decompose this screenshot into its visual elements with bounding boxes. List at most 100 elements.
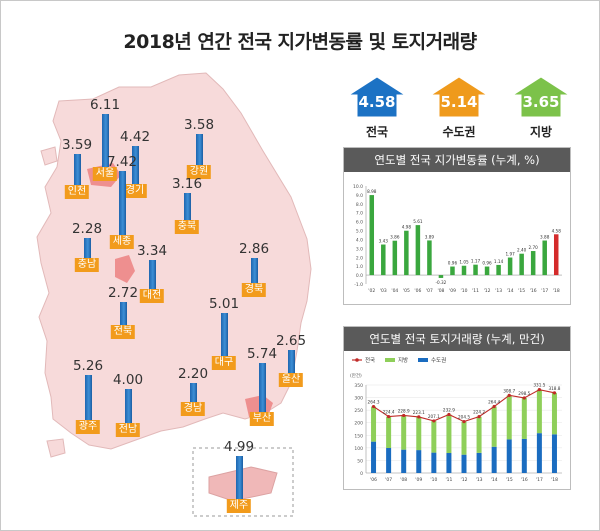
region-label-전북: 전북	[110, 325, 136, 339]
jeju-island	[208, 466, 278, 502]
region-bar-대전	[149, 260, 156, 289]
y-tick-label: 7.0	[356, 211, 363, 217]
summary-value: 5.14	[440, 93, 478, 111]
region-value-서울: 6.11	[89, 97, 121, 113]
korea-map	[36, 72, 312, 517]
price-bar-label: 3.88	[540, 235, 550, 240]
price-bar-label: 8.98	[367, 189, 377, 194]
region-bar-충남	[84, 238, 91, 258]
region-label-부산: 부산	[249, 412, 275, 426]
region-bar-경기	[132, 146, 139, 184]
price-bar-label: 4.98	[402, 225, 412, 230]
y-tick-label: 50	[357, 458, 363, 464]
summary-value: 4.58	[358, 93, 396, 111]
region-bar	[416, 416, 422, 451]
y-tick-label: 4.0	[356, 237, 363, 243]
region-bar	[446, 414, 452, 454]
legend-swatch	[385, 358, 395, 362]
legend-label: 지방	[398, 356, 408, 364]
region-label-인천: 인천	[64, 185, 90, 199]
total-point	[387, 414, 391, 419]
x-tick-label: '18	[551, 477, 558, 483]
total-point	[522, 396, 526, 400]
y-tick-label: 150	[354, 433, 363, 439]
summary-house-icon: 5.14	[429, 75, 489, 119]
x-tick-label: '18	[553, 288, 560, 294]
total-label: 318.8	[548, 386, 560, 391]
summary-house-icon: 3.65	[511, 75, 571, 119]
price-bar-label: 1.14	[494, 259, 504, 264]
capital-bar	[476, 452, 482, 473]
y-axis-label: (만건)	[350, 372, 362, 379]
price-bar	[438, 275, 444, 278]
summary-label: 전국	[365, 125, 389, 139]
x-tick-label: '08	[400, 477, 407, 483]
region-label-경북: 경북	[241, 283, 267, 297]
x-tick-label: '11	[445, 477, 452, 483]
region-label-광주: 광주	[75, 420, 101, 434]
capital-bar	[371, 441, 377, 473]
x-tick-label: '09	[415, 477, 422, 483]
capital-bar	[431, 452, 437, 473]
y-tick-label: 300	[354, 396, 363, 402]
region-label-서울: 서울	[92, 167, 118, 181]
total-label: 331.5	[533, 383, 545, 388]
price-bar	[381, 244, 386, 276]
total-label: 308.7	[503, 388, 515, 393]
region-value-강원: 3.58	[183, 117, 215, 133]
region-bar-전남	[125, 389, 132, 423]
price-bar	[484, 266, 490, 276]
x-tick-label: '08	[437, 288, 444, 294]
price-bar-label: 3.43	[379, 239, 389, 244]
price-bar-label: 2.70	[529, 245, 539, 250]
price-bar-label: 3.86	[390, 235, 400, 240]
price-bar-label: 3.89	[425, 234, 435, 239]
region-label-강원: 강원	[186, 165, 212, 179]
price-bar	[404, 230, 409, 276]
region-label-대전: 대전	[139, 289, 165, 303]
x-tick-label: '17	[536, 477, 543, 483]
total-point	[552, 391, 557, 395]
region-bar-경북	[251, 258, 258, 283]
legend-label: 수도권	[431, 356, 446, 364]
x-tick-label: '13	[495, 288, 502, 294]
region-value-경북: 2.86	[238, 241, 270, 257]
y-tick-label: 10.0	[353, 184, 363, 190]
summary-label: 지방	[529, 125, 553, 139]
price-bar	[496, 264, 501, 276]
region-bar	[551, 392, 557, 435]
price-bar	[473, 264, 478, 276]
y-tick-label: 6.0	[356, 220, 363, 226]
jeju-inset-box	[192, 447, 294, 517]
capital-bar	[416, 450, 422, 473]
region-bar-세종	[119, 171, 126, 235]
region-bar	[476, 416, 482, 453]
price-bar	[553, 234, 559, 276]
x-tick-label: '09	[449, 288, 456, 294]
y-tick-label: 0.0	[356, 273, 363, 279]
region-label-전남: 전남	[115, 423, 141, 437]
x-tick-label: '11	[472, 288, 479, 294]
x-tick-label: '17	[541, 288, 548, 294]
x-tick-label: '03	[380, 288, 387, 294]
region-value-울산: 2.65	[275, 333, 307, 349]
region-bar	[461, 421, 467, 455]
capital-bar	[521, 438, 527, 473]
x-tick-label: '07	[385, 477, 392, 483]
price-bar-label: 0.96	[448, 261, 458, 266]
region-bar	[506, 395, 512, 440]
region-value-부산: 5.74	[246, 346, 278, 362]
price-bar-label: 1.05	[459, 260, 469, 265]
region-bar	[431, 420, 437, 453]
y-tick-label: 1.0	[356, 264, 363, 270]
region-bar-경남	[190, 383, 197, 402]
total-label: 224.4	[383, 410, 395, 415]
capital-bar	[506, 439, 512, 473]
region-label-경남: 경남	[180, 402, 206, 416]
region-value-전남: 4.00	[112, 372, 144, 388]
price-bar	[427, 240, 432, 276]
capital-bar	[491, 446, 497, 473]
land-price-chart: 10.0 9.0 8.0 7.0 6.0 5.0 4.0 3.0 2.0 1.0 0.0 -1.0 8.…	[353, 184, 562, 294]
capital-bar	[551, 434, 557, 473]
price-bar	[507, 257, 513, 276]
